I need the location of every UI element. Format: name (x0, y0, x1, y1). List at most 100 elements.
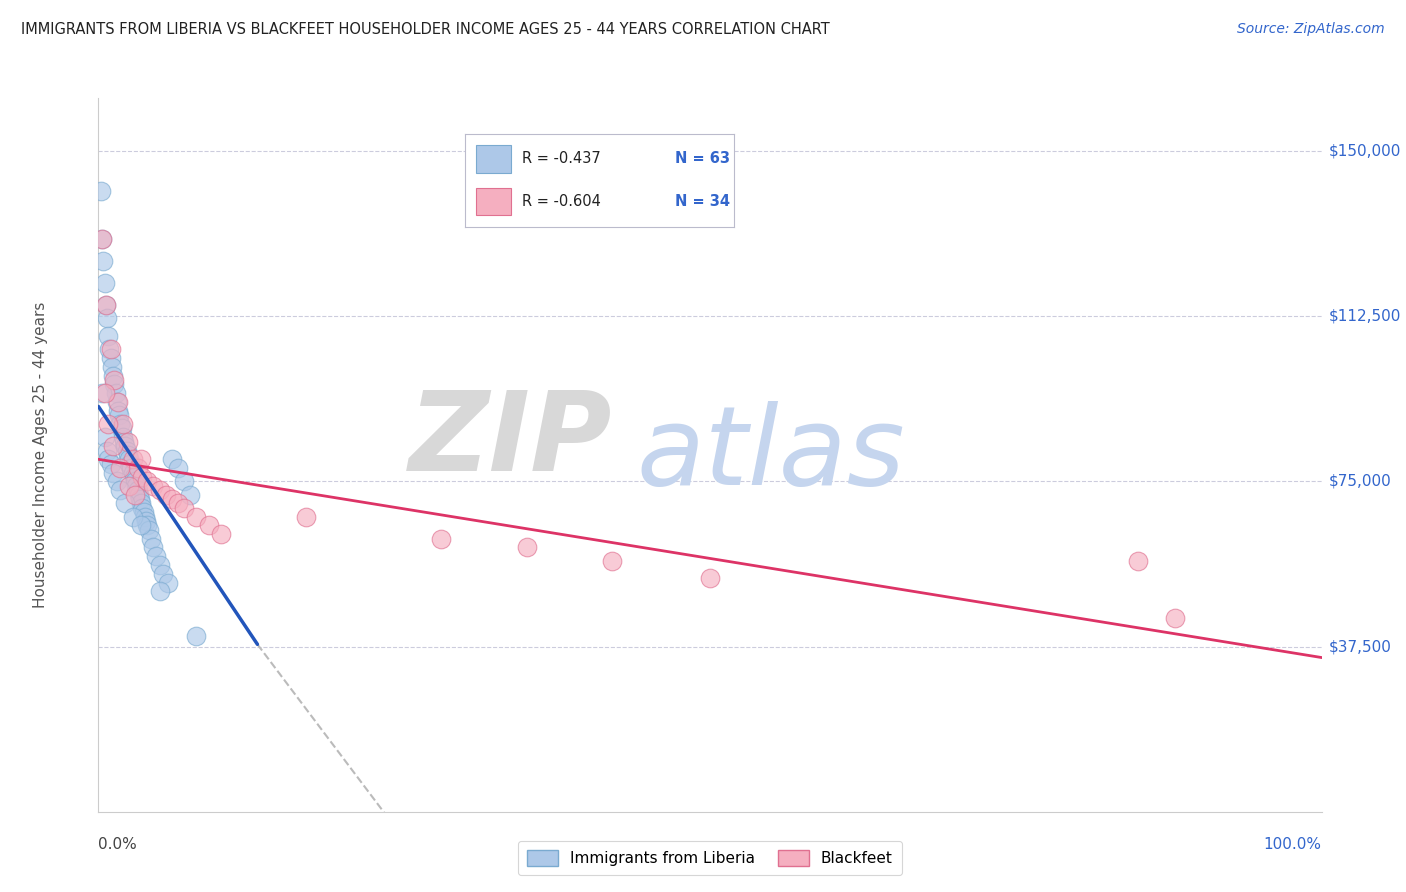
Point (1128, 554, 1150, 568)
Text: R = -0.437: R = -0.437 (522, 152, 600, 166)
Point (129, 518, 152, 533)
Point (155, 487, 177, 501)
Point (186, 628, 208, 642)
Point (186, 509, 208, 524)
Point (120, 461, 142, 475)
Point (110, 483, 132, 498)
Point (107, 404, 129, 418)
Point (197, 518, 219, 533)
Point (699, 571, 721, 585)
Point (139, 532, 162, 546)
Point (157, 575, 180, 590)
Point (124, 475, 146, 489)
Point (96, 311, 118, 326)
Point (100, 342, 122, 356)
Point (100, 351, 122, 365)
Text: $37,500: $37,500 (1329, 639, 1392, 654)
Point (1164, 611, 1187, 625)
Point (97, 329, 120, 343)
Point (136, 475, 159, 489)
Point (103, 373, 125, 387)
Point (129, 452, 152, 467)
Point (179, 487, 201, 501)
Text: Householder Income Ages 25 - 44 years: Householder Income Ages 25 - 44 years (32, 301, 48, 608)
Text: 0.0%: 0.0% (98, 837, 138, 852)
Point (105, 395, 128, 409)
Point (160, 491, 183, 506)
Point (124, 487, 146, 501)
Text: N = 63: N = 63 (675, 152, 730, 166)
Point (600, 554, 623, 568)
Point (132, 505, 155, 519)
Point (209, 527, 232, 541)
Point (152, 566, 174, 581)
Point (111, 421, 134, 435)
Point (173, 475, 195, 489)
Point (167, 496, 190, 510)
Point (149, 558, 172, 572)
Point (97, 452, 120, 467)
Point (97, 417, 120, 431)
Text: ZIP: ZIP (409, 387, 612, 494)
Point (125, 479, 148, 493)
Point (430, 532, 453, 546)
Point (93, 276, 115, 290)
Point (167, 461, 190, 475)
Point (101, 368, 124, 383)
Point (118, 479, 141, 493)
Text: IMMIGRANTS FROM LIBERIA VS BLACKFEET HOUSEHOLDER INCOME AGES 25 - 44 YEARS CORRE: IMMIGRANTS FROM LIBERIA VS BLACKFEET HOU… (21, 22, 830, 37)
Point (127, 483, 149, 498)
Point (131, 500, 153, 515)
Point (131, 470, 153, 484)
Point (142, 541, 165, 555)
Point (142, 479, 165, 493)
Point (114, 439, 136, 453)
Point (111, 417, 134, 431)
Text: atlas: atlas (637, 401, 905, 508)
Point (114, 496, 136, 510)
Point (101, 439, 124, 453)
Point (120, 457, 142, 471)
Point (129, 496, 152, 510)
FancyBboxPatch shape (477, 187, 512, 216)
Text: $150,000: $150,000 (1329, 144, 1400, 159)
Legend: Immigrants from Liberia, Blackfeet: Immigrants from Liberia, Blackfeet (519, 841, 901, 875)
Point (128, 487, 150, 501)
Point (110, 461, 132, 475)
Point (108, 409, 131, 423)
Text: R = -0.604: R = -0.604 (522, 194, 600, 209)
FancyBboxPatch shape (477, 145, 512, 173)
Point (112, 434, 135, 449)
Point (135, 514, 157, 528)
Point (98, 342, 121, 356)
Point (121, 509, 143, 524)
Point (515, 541, 537, 555)
Point (295, 509, 318, 524)
Point (100, 457, 122, 471)
Point (173, 500, 195, 515)
Point (149, 483, 172, 498)
Point (93, 386, 115, 401)
Point (90, 184, 112, 198)
Point (129, 491, 152, 506)
Point (127, 461, 149, 475)
Point (121, 466, 143, 480)
Point (117, 448, 139, 462)
Point (107, 395, 129, 409)
Point (149, 584, 172, 599)
Text: $75,000: $75,000 (1329, 474, 1392, 489)
Point (115, 443, 138, 458)
Text: 100.0%: 100.0% (1264, 837, 1322, 852)
Point (110, 417, 132, 431)
Text: Source: ZipAtlas.com: Source: ZipAtlas.com (1237, 22, 1385, 37)
Point (91, 386, 114, 401)
Point (91, 254, 114, 268)
Point (105, 475, 128, 489)
Point (122, 470, 145, 484)
Point (145, 549, 167, 564)
Point (121, 452, 143, 467)
Point (101, 359, 124, 374)
Point (93, 430, 115, 444)
Point (104, 386, 127, 401)
Text: N = 34: N = 34 (675, 194, 730, 209)
